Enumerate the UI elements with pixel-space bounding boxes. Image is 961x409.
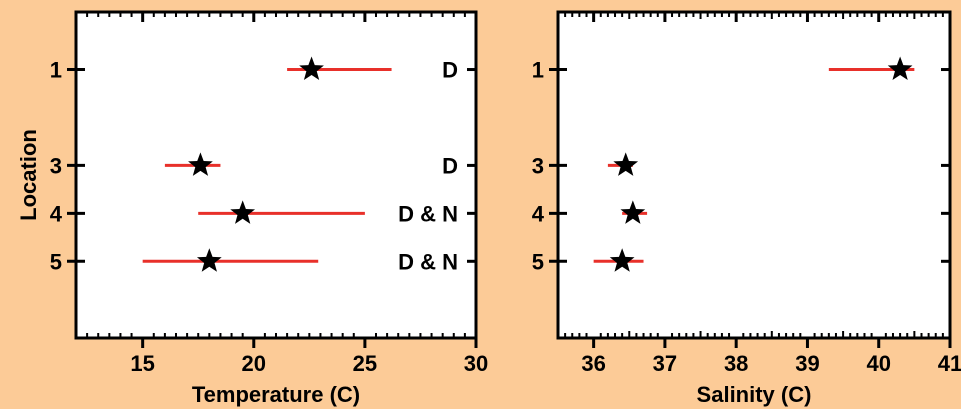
temperature-panel: 15 20 25 30 1 3 4 5 D D D & N D & N Temperature (C) L…	[16, 10, 488, 407]
star-marker	[299, 56, 324, 81]
y-axis-title: Location	[16, 129, 41, 221]
star-marker	[609, 248, 635, 272]
x-tick-label: 25	[353, 351, 377, 376]
y-tick-label: 1	[50, 58, 62, 83]
x-axis-title: Salinity (C)	[697, 382, 812, 407]
plot-area	[556, 10, 952, 340]
x-tick-label: 15	[130, 351, 154, 376]
point-annotation: D	[442, 153, 458, 178]
star-marker	[887, 56, 913, 81]
point-annotation: D	[442, 58, 458, 83]
y-tick-label: 4	[532, 201, 545, 226]
x-tick-label: 36	[581, 351, 605, 376]
plot-area	[74, 10, 478, 340]
x-tick-label: 20	[242, 351, 266, 376]
x-axis-title: Temperature (C)	[192, 382, 360, 407]
x-tick-label: 30	[464, 351, 488, 376]
y-tick-label: 4	[50, 201, 63, 226]
y-tick-label: 5	[50, 249, 62, 274]
salinity-panel: 36 37 38 39 40 41 1 3 4 5 Salinity (C)	[532, 10, 961, 407]
x-tick-label: 41	[938, 351, 961, 376]
x-tick-label: 39	[795, 351, 819, 376]
star-marker	[613, 152, 639, 176]
y-tick-label: 5	[532, 249, 544, 274]
y-tick-label: 3	[532, 153, 544, 178]
x-tick-label: 40	[866, 351, 890, 376]
star-marker	[196, 248, 222, 272]
star-marker	[188, 152, 213, 176]
y-tick-label: 1	[532, 58, 544, 83]
star-marker	[620, 200, 646, 224]
y-tick-label: 3	[50, 153, 62, 178]
star-marker	[230, 200, 256, 224]
point-annotation: D & N	[398, 249, 458, 274]
x-tick-label: 37	[653, 351, 677, 376]
x-tick-label: 38	[724, 351, 748, 376]
point-annotation: D & N	[398, 201, 458, 226]
